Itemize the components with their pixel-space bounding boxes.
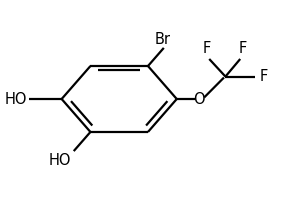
Text: HO: HO (48, 153, 71, 168)
Text: Br: Br (154, 32, 170, 47)
Text: F: F (202, 41, 210, 56)
Text: F: F (259, 69, 268, 84)
Text: F: F (239, 41, 247, 56)
Text: O: O (193, 91, 205, 107)
Text: HO: HO (4, 91, 27, 107)
